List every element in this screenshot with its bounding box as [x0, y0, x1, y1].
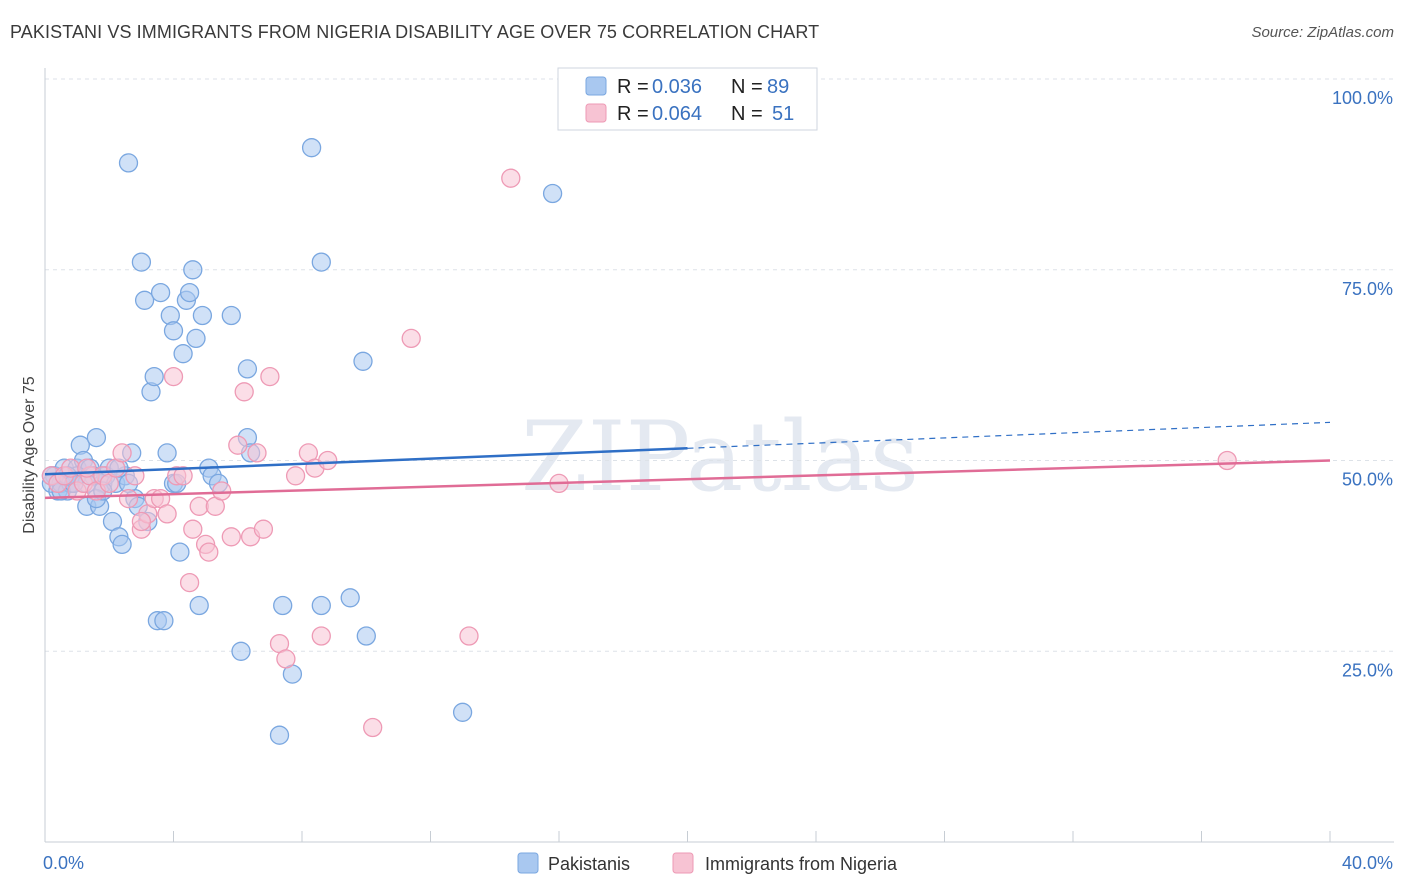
point-nigeria-48: [1217, 450, 1237, 471]
x-tick-label-max: 40.0%: [1342, 853, 1393, 873]
point-pakistanis-43: [179, 282, 200, 303]
point-nigeria-49: [131, 511, 152, 532]
point-nigeria-24: [189, 496, 209, 516]
point-pakistanis-63: [353, 351, 373, 371]
legend-r-value-1: 0.064: [652, 103, 702, 125]
point-nigeria-46: [501, 168, 521, 188]
point-pakistanis-38: [163, 321, 184, 341]
point-pakistanis-52: [231, 641, 251, 661]
point-nigeria-44: [401, 328, 421, 349]
point-nigeria-43: [363, 717, 383, 738]
trend-line-nigeria: [44, 459, 1331, 500]
point-nigeria-41: [311, 626, 331, 646]
bottom-legend-swatch-nigeria: [672, 852, 694, 874]
point-nigeria-45: [459, 626, 479, 646]
legend-swatch-pakistanis: [585, 76, 607, 96]
y-tick-label-100: 100.0%: [1332, 88, 1393, 108]
x-tick-label-min: 0.0%: [43, 853, 84, 873]
trend-layer: [44, 421, 1331, 500]
point-pakistanis-56: [269, 725, 290, 745]
point-nigeria-50: [77, 458, 97, 478]
point-nigeria-35: [260, 366, 280, 387]
point-nigeria-21: [173, 466, 193, 486]
point-nigeria-34: [253, 519, 274, 539]
y-axis-label: Disability Age Over 75: [21, 376, 38, 534]
point-pakistanis-60: [311, 252, 331, 272]
y-tick-label-25: 25.0%: [1342, 660, 1393, 680]
point-pakistanis-41: [173, 344, 193, 364]
top-legend: R = 0.036 N = 89 R = 0.064 N = 51: [557, 67, 818, 131]
bottom-legend-swatch-pakistanis: [517, 852, 539, 874]
point-pakistanis-46: [189, 595, 209, 616]
point-nigeria-22: [179, 572, 200, 593]
point-pakistanis-34: [154, 611, 174, 631]
point-pakistanis-57: [273, 595, 293, 616]
point-nigeria-33: [247, 443, 267, 463]
point-pakistanis-33: [150, 282, 171, 303]
legend-n-label-1: N =: [731, 103, 763, 125]
bottom-legend-label-pakistanis: Pakistanis: [548, 854, 630, 874]
watermark: ZIPatlas: [521, 401, 919, 513]
legend-swatch-nigeria: [585, 103, 607, 123]
legend-r-label-0: R =: [617, 76, 649, 98]
point-nigeria-38: [285, 466, 306, 486]
point-pakistanis-21: [112, 534, 132, 555]
legend-r-value-0: 0.036: [652, 76, 702, 98]
point-pakistanis-45: [186, 328, 206, 349]
point-pakistanis-23: [118, 153, 139, 173]
point-pakistanis-35: [157, 443, 177, 463]
point-nigeria-42: [318, 450, 338, 471]
chart-title: PAKISTANI VS IMMIGRANTS FROM NIGERIA DIS…: [10, 22, 820, 42]
bottom-legend: Pakistanis Immigrants from Nigeria: [517, 852, 898, 874]
trend-line-pakistanis-extension: [687, 421, 1331, 449]
point-nigeria-28: [212, 481, 232, 501]
point-pakistanis-13: [86, 427, 107, 448]
point-pakistanis-40: [170, 542, 190, 562]
legend-n-value-1: 51: [772, 103, 794, 125]
point-pakistanis-28: [134, 290, 155, 310]
trend-line-pakistanis: [44, 447, 688, 476]
point-pakistanis-65: [452, 702, 473, 722]
legend-n-value-0: 89: [767, 76, 789, 98]
point-pakistanis-59: [301, 138, 322, 158]
point-pakistanis-62: [340, 588, 360, 608]
point-pakistanis-44: [183, 260, 203, 280]
point-pakistanis-51: [221, 305, 241, 326]
point-nigeria-18: [157, 504, 177, 524]
point-pakistanis-66: [542, 183, 563, 204]
point-pakistanis-61: [311, 595, 331, 616]
point-pakistanis-47: [192, 305, 213, 326]
legend-n-label-0: N =: [731, 76, 763, 98]
point-pakistanis-27: [131, 252, 152, 272]
y-tick-label-75: 75.0%: [1342, 279, 1393, 299]
point-nigeria-31: [234, 382, 254, 402]
point-nigeria-37: [276, 649, 296, 669]
point-nigeria-23: [183, 519, 203, 539]
source-label: Source: ZipAtlas.com: [1251, 24, 1394, 41]
y-tick-label-50: 50.0%: [1342, 470, 1393, 490]
bottom-legend-label-nigeria: Immigrants from Nigeria: [705, 854, 898, 874]
point-pakistanis-64: [356, 626, 376, 646]
point-pakistanis-31: [144, 366, 164, 387]
point-pakistanis-55: [237, 359, 258, 379]
point-nigeria-12: [118, 488, 139, 509]
point-nigeria-19: [163, 366, 184, 387]
legend-r-label-1: R =: [617, 103, 649, 125]
point-nigeria-26: [199, 542, 219, 562]
point-nigeria-29: [221, 527, 241, 547]
point-nigeria-30: [228, 435, 248, 455]
point-nigeria-11: [112, 443, 132, 463]
axes: 25.0% 50.0% 75.0% 100.0%: [44, 68, 1394, 843]
